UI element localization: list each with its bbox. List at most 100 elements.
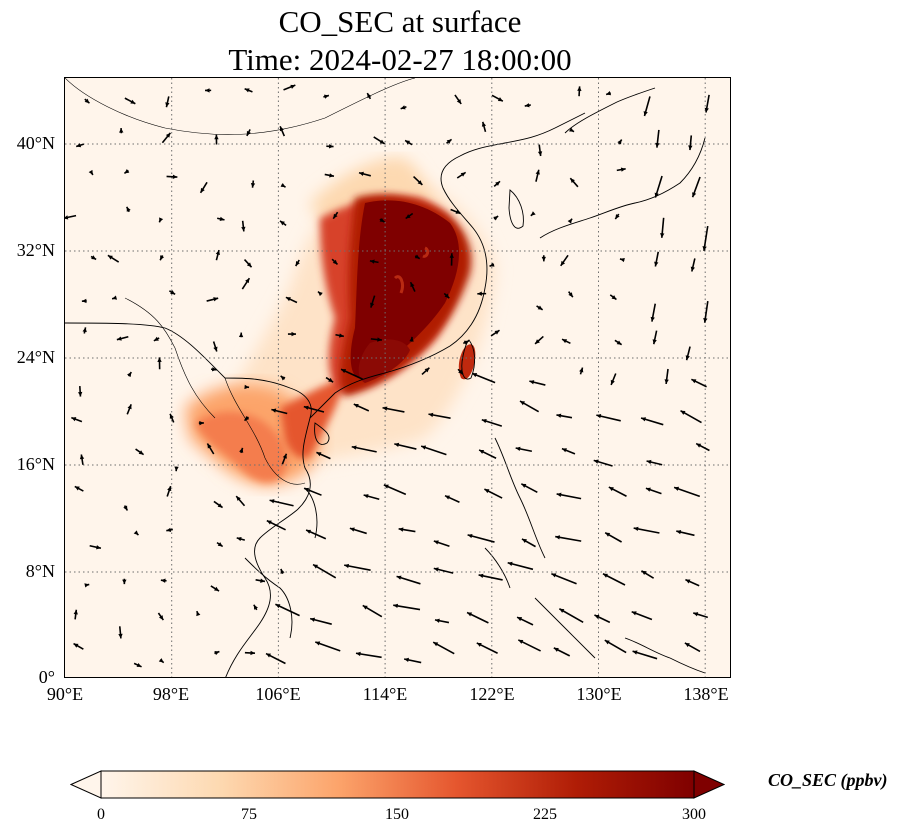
wind-arrow-head: [551, 573, 557, 578]
wind-arrow-head: [606, 91, 612, 96]
wind-arrow-head: [214, 134, 219, 140]
wind-arrow-head: [367, 93, 372, 99]
wind-arrow-head: [561, 448, 567, 453]
wind-arrow-head: [685, 579, 691, 584]
wind-arrow-head: [593, 459, 599, 464]
wind-arrow-head: [84, 583, 90, 588]
wind-arrow-head: [362, 605, 368, 610]
wind-arrow-head: [344, 563, 350, 569]
wind-arrow-head: [275, 604, 281, 609]
wind-arrow-head: [458, 369, 463, 375]
wind-arrow-head: [118, 633, 123, 639]
wind-arrow-head: [207, 443, 212, 449]
lon-label-122e: 122°E: [469, 684, 515, 704]
wind-arrow-head: [74, 486, 80, 491]
wind-arrow-head: [244, 88, 250, 93]
wind-arrow-head: [82, 327, 87, 333]
wind-arrow-head: [379, 139, 385, 144]
wind-arrow-head: [76, 143, 82, 148]
wind-arrow-head: [608, 487, 614, 492]
wind-arrow-head: [333, 213, 338, 219]
wind-arrow-head: [317, 291, 323, 297]
wind-arrow-head: [165, 132, 171, 138]
lon-label-138e: 138°E: [683, 684, 729, 704]
wind-arrow-head: [316, 452, 322, 457]
wind-arrow-head: [400, 105, 406, 110]
wind-arrow-head: [409, 336, 414, 342]
wind-arrow-head: [341, 369, 347, 374]
wind-arrow-head: [424, 367, 430, 373]
wind-arrow-head: [170, 290, 176, 295]
lat-label-24n: 24°N: [16, 347, 55, 367]
wind-arrow-head: [250, 650, 256, 656]
wind-arrow-head: [497, 97, 503, 102]
wind-arrow-shaft: [551, 572, 577, 585]
wind-arrow-head: [674, 486, 680, 491]
wind-vector-field: [65, 84, 710, 668]
wind-arrow-head: [602, 573, 608, 578]
wind-arrow-head: [617, 139, 622, 145]
wind-arrow-head: [632, 650, 638, 655]
wind-arrow-head: [159, 217, 164, 223]
lon-label-106e: 106°E: [255, 684, 301, 704]
wind-arrow-head: [91, 255, 97, 260]
wind-arrow-head: [304, 487, 310, 492]
wind-arrow-head: [433, 642, 439, 647]
wind-arrow-head: [126, 206, 131, 212]
wind-arrow-head: [517, 617, 523, 622]
wind-arrow-head: [81, 298, 87, 304]
wind-arrow-head: [456, 99, 462, 104]
wind-arrow-head: [611, 295, 617, 300]
wind-arrow-head: [239, 447, 244, 453]
wind-arrow-head: [290, 84, 296, 89]
wind-arrow-head: [594, 614, 600, 619]
wind-arrow-head: [160, 255, 165, 261]
wind-arrow-head: [200, 187, 205, 193]
wind-arrow-head: [394, 442, 400, 447]
wind-arrow-head: [555, 535, 561, 540]
wind-arrow-head: [122, 579, 127, 585]
wind-arrow-head: [158, 658, 164, 663]
wind-arrow-head: [559, 608, 565, 613]
wind-arrow-head: [160, 578, 166, 583]
wind-arrow-head: [610, 379, 615, 385]
wind-arrow-head: [199, 420, 204, 426]
wind-arrow-head: [295, 261, 300, 267]
wind-arrow-head: [467, 612, 473, 617]
wind-arrow-head: [428, 412, 434, 418]
wind-arrow-head: [332, 259, 338, 265]
wind-arrow-head: [217, 503, 223, 508]
wind-arrow-head: [214, 651, 220, 656]
wind-arrow-head: [556, 413, 562, 418]
wind-arrow-head: [382, 406, 388, 411]
wind-arrow-head: [279, 220, 285, 226]
wind-arrow-head: [138, 450, 144, 455]
wind-arrow-head: [285, 297, 291, 302]
wind-arrow-head: [530, 211, 536, 216]
wind-arrow-shaft: [673, 486, 701, 498]
wind-arrow-head: [619, 257, 625, 263]
wind-arrow-head: [405, 214, 411, 219]
wind-arrow-head: [73, 609, 78, 615]
wind-arrow-head: [676, 529, 682, 535]
wind-arrow-head: [217, 542, 223, 547]
wind-arrow-head: [219, 216, 225, 222]
wind-arrow-head: [124, 169, 130, 174]
wind-arrow-head: [405, 140, 411, 145]
wind-arrow-head: [398, 527, 404, 532]
coastlines: [65, 78, 706, 677]
wind-arrow-head: [446, 139, 452, 144]
wind-arrow-head: [417, 180, 423, 185]
wind-arrow-head: [641, 570, 647, 575]
wind-arrow-head: [363, 494, 369, 499]
wind-arrow-head: [529, 380, 535, 385]
wind-arrow-head: [444, 293, 450, 299]
wind-arrow-head: [355, 651, 361, 657]
wind-arrow-head: [433, 540, 439, 545]
wind-arrow-head: [702, 246, 707, 251]
wind-arrow-head: [379, 217, 385, 223]
wind-arrow-head: [165, 102, 170, 108]
wind-arrow-head: [96, 545, 101, 550]
wind-arrow-head: [393, 603, 399, 609]
wind-arrow-head: [328, 377, 334, 383]
